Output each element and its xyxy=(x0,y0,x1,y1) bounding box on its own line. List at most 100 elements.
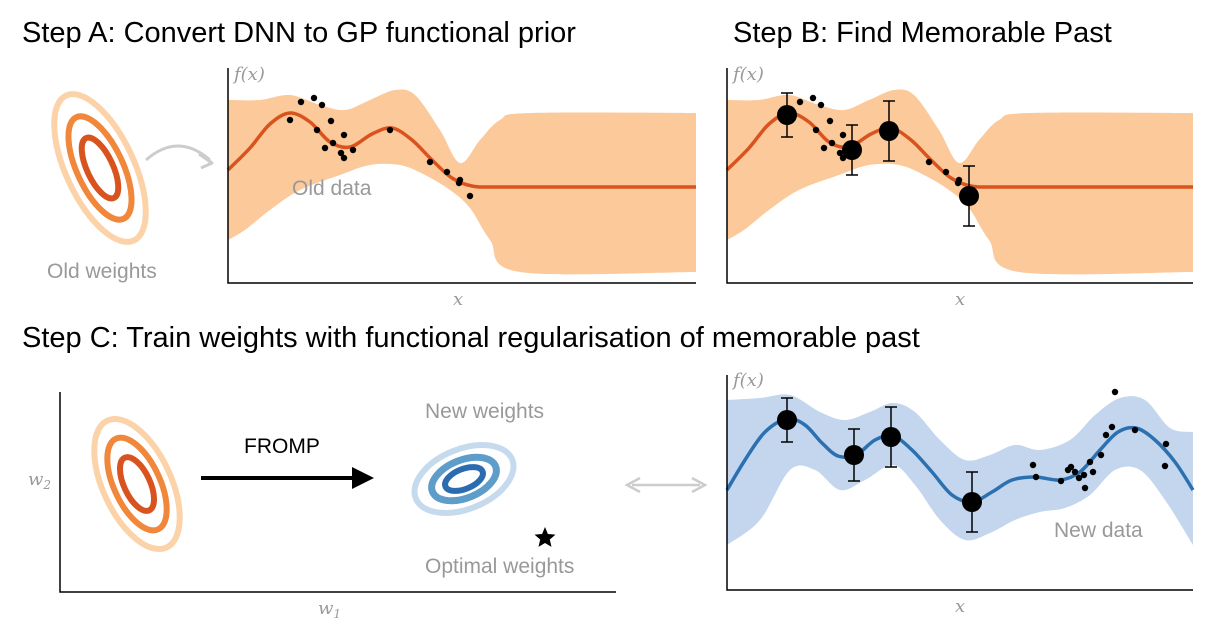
new-data-point-8 xyxy=(1081,484,1089,492)
new-data-point-14 xyxy=(1111,388,1119,396)
old-weight-contour-middle-c xyxy=(104,434,170,534)
new-data-point-13 xyxy=(1108,423,1116,431)
plot-b: f(x) x xyxy=(725,64,1194,310)
y-axis-label-a: f(x) xyxy=(232,64,265,85)
right-arrow-icon xyxy=(201,467,374,489)
mean-curve-c xyxy=(725,417,1195,504)
new-weight-contour-inner xyxy=(442,464,486,494)
data-point-b-6 xyxy=(839,131,847,139)
old-data-label: Old data xyxy=(292,177,372,200)
fromp-label: FROMP xyxy=(244,435,320,458)
data-point-a-0 xyxy=(286,116,294,124)
data-point-b-11 xyxy=(836,149,844,157)
data-point-a-5 xyxy=(327,117,335,125)
axes-c xyxy=(726,375,1193,591)
data-point-a-4 xyxy=(313,126,321,134)
old-weight-contour-inner-c xyxy=(116,454,158,514)
old-weight-contour-outer-c xyxy=(91,415,183,553)
memorable-point-b-3 xyxy=(959,165,979,227)
data-point-a-14 xyxy=(443,168,451,176)
data-point-a-10 xyxy=(340,154,348,162)
memorable-point-c-2 xyxy=(881,406,901,468)
old-weights-label: Old weights xyxy=(47,260,157,283)
data-point-a-2 xyxy=(310,94,318,102)
star-icon xyxy=(534,527,556,547)
new-data-point-0 xyxy=(1029,461,1037,469)
memorable-point-b-2 xyxy=(879,100,899,162)
plot-a: f(x) x Old data xyxy=(226,64,697,310)
data-point-a-13 xyxy=(426,158,434,166)
data-point-a-3 xyxy=(318,101,326,109)
step-a-title: Step A: Convert DNN to GP functional pri… xyxy=(22,17,576,49)
new-data-point-12 xyxy=(1102,431,1110,439)
new-data-points xyxy=(1029,388,1170,492)
data-point-b-1 xyxy=(796,98,804,106)
new-data-point-11 xyxy=(1097,451,1105,459)
memorable-point-c-3 xyxy=(962,471,982,533)
x-axis-label-b: x xyxy=(955,289,965,310)
data-point-b-8 xyxy=(828,139,836,147)
new-data-point-5 xyxy=(1071,468,1079,476)
x-axis-label-a: x xyxy=(453,289,463,310)
data-point-b-14 xyxy=(942,168,950,176)
data-point-a-9 xyxy=(321,144,329,152)
new-data-point-4 xyxy=(1067,463,1075,471)
data-point-a-12 xyxy=(386,126,394,134)
old-weight-contour-middle xyxy=(65,113,135,223)
new-data-point-16 xyxy=(1161,462,1169,470)
memorable-point-b-0 xyxy=(777,92,797,138)
new-weight-contour-middle xyxy=(428,453,500,505)
data-point-a-8 xyxy=(329,139,337,147)
axes-a xyxy=(227,68,696,284)
new-data-point-15 xyxy=(1131,426,1139,434)
data-point-a-17 xyxy=(456,176,464,184)
old-weights-ellipses-c xyxy=(91,415,183,553)
data-point-b-17 xyxy=(955,176,963,184)
memorable-point-b-1 xyxy=(842,124,862,176)
step-b-title: Step B: Find Memorable Past xyxy=(733,17,1112,49)
data-point-a-11 xyxy=(337,149,345,157)
old-weights-ellipses xyxy=(51,91,149,245)
new-data-point-9 xyxy=(1086,458,1094,466)
x-axis-label-c: x xyxy=(955,596,965,617)
new-data-point-2 xyxy=(1057,477,1065,485)
new-data-point-17 xyxy=(1162,440,1170,448)
new-data-point-7 xyxy=(1080,471,1088,479)
new-weights-label: New weights xyxy=(425,400,544,423)
old-data-points-a xyxy=(286,94,474,200)
new-data-point-10 xyxy=(1089,468,1097,476)
data-point-a-16 xyxy=(466,192,474,200)
data-point-a-7 xyxy=(349,146,357,154)
weight-space-axes xyxy=(59,392,616,593)
data-point-b-9 xyxy=(820,144,828,152)
memorable-points-c xyxy=(777,397,982,533)
new-data-point-1 xyxy=(1032,473,1040,481)
new-weight-contour-outer xyxy=(411,442,517,516)
w2-axis-label: w2 xyxy=(28,469,51,492)
data-point-a-6 xyxy=(340,131,348,139)
data-point-b-13 xyxy=(925,158,933,166)
plot-c: f(x) x New data xyxy=(725,370,1195,617)
data-point-b-4 xyxy=(812,126,820,134)
memorable-point-c-1 xyxy=(844,428,864,482)
w1-axis-label: w1 xyxy=(318,598,341,621)
y-axis-label-b: f(x) xyxy=(731,64,764,85)
memorable-points-b xyxy=(777,92,979,227)
new-data-label: New data xyxy=(1054,519,1143,542)
new-data-point-6 xyxy=(1075,474,1083,482)
uncertainty-band-c xyxy=(727,394,1193,545)
memorable-point-c-0 xyxy=(777,397,797,443)
step-c-title: Step C: Train weights with functional re… xyxy=(22,322,920,354)
data-point-a-1 xyxy=(297,98,305,106)
optimal-weights-label: Optimal weights xyxy=(425,555,574,578)
new-weights-ellipses xyxy=(411,442,517,516)
old-weight-contour-inner xyxy=(78,134,122,202)
axes-b xyxy=(726,68,1193,284)
data-point-b-2 xyxy=(809,94,817,102)
double-arrow-icon xyxy=(624,476,708,494)
old-weight-contour-outer xyxy=(51,91,149,245)
y-axis-label-c: f(x) xyxy=(731,370,764,391)
weight-space-panel: w2 w1 FROMP New weights Optimal weights xyxy=(28,392,616,621)
data-point-b-5 xyxy=(826,117,834,125)
